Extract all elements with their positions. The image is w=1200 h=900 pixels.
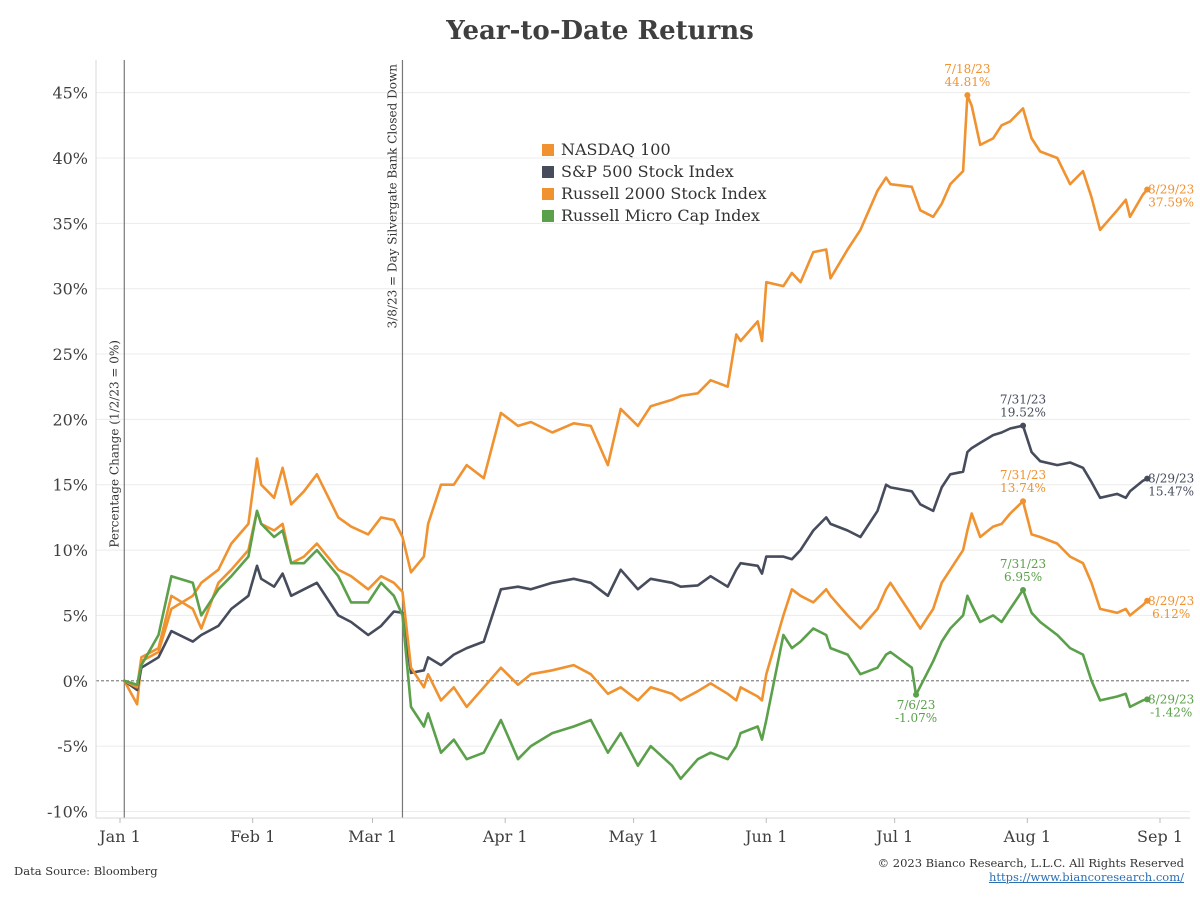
series-line-1: [123, 93, 1149, 706]
annotation-label: -1.42%: [1150, 705, 1192, 719]
y-tick-label: 20%: [52, 410, 88, 429]
annotation-label: 13.74%: [1000, 481, 1046, 495]
y-tick-label: 30%: [52, 280, 88, 299]
y-tick-label: 40%: [52, 149, 88, 168]
annotation-label: 7/6/23: [897, 698, 936, 712]
x-tick-label: Jun 1: [743, 827, 787, 846]
annotation-point: [964, 92, 971, 99]
y-tick-label: 5%: [63, 606, 88, 625]
legend-swatch: [542, 188, 554, 200]
annotation-label: -1.07%: [895, 711, 937, 725]
annotation-point: [1144, 475, 1151, 482]
annotation-label: 8/29/23: [1148, 692, 1194, 706]
annotation-point: [913, 691, 920, 698]
annotation-point: [1144, 597, 1151, 604]
x-tick-label: Feb 1: [230, 827, 275, 846]
legend-swatch: [542, 210, 554, 222]
y-tick-label: 10%: [52, 541, 88, 560]
x-tick-label: Aug 1: [1003, 827, 1051, 846]
annotation-label: 19.52%: [1000, 406, 1046, 420]
reference-line-label: 3/8/23 = Day Silvergate Bank Closed Down: [385, 64, 399, 329]
annotation-label: 8/29/23: [1148, 183, 1194, 197]
copyright-block: © 2023 Bianco Research, L.L.C. All Right…: [878, 856, 1184, 884]
y-tick-label: 15%: [52, 476, 88, 495]
chart-title: Year-to-Date Returns: [446, 16, 754, 46]
legend: NASDAQ 100 S&P 500 Stock Index Russell 200…: [542, 140, 767, 225]
legend-label: Russell Micro Cap Index: [561, 206, 760, 225]
series-layer: [123, 93, 1149, 781]
y-tick-label: -5%: [57, 737, 88, 756]
y-tick-label: 25%: [52, 345, 88, 364]
annotation-label: 6.95%: [1004, 570, 1042, 584]
y-tick-label: -10%: [47, 802, 88, 821]
annotation-point: [1144, 186, 1151, 193]
grid-layer: [96, 92, 1190, 812]
vertical-lines-layer: Percentage Change (1/2/23 = 0%) 3/8/23 = …: [107, 60, 404, 818]
annotation-label: 7/31/23: [1000, 468, 1046, 482]
legend-label: NASDAQ 100: [561, 140, 671, 159]
legend-label: S&P 500 Stock Index: [561, 162, 734, 181]
series-line-3: [123, 499, 1149, 709]
legend-swatch: [542, 166, 554, 178]
x-tick-label: Jan 1: [97, 827, 141, 846]
series-line-2: [123, 424, 1149, 692]
y-tick-label: 0%: [63, 672, 88, 691]
legend-label: Russell 2000 Stock Index: [561, 184, 767, 203]
x-tick-label: Apr 1: [482, 827, 528, 846]
data-source-note: Data Source: Bloomberg: [14, 864, 158, 878]
series-line-4: [123, 509, 1149, 781]
legend-swatch: [542, 144, 554, 156]
x-tick-label: Sep 1: [1137, 827, 1183, 846]
annotation-label: 7/18/23: [944, 62, 990, 76]
website-link[interactable]: https://www.biancoresearch.com/: [988, 870, 1184, 884]
x-tick-label: Jul 1: [874, 827, 913, 846]
x-tick-label: Mar 1: [348, 827, 397, 846]
y-tick-label: 35%: [52, 214, 88, 233]
y-tick-label: 45%: [52, 84, 88, 103]
annotation-label: 44.81%: [945, 75, 991, 89]
annotation-label: 15.47%: [1148, 485, 1194, 499]
annotation-label: 37.59%: [1148, 196, 1194, 210]
annotation-point: [1020, 586, 1027, 593]
annotation-label: 8/29/23: [1148, 472, 1194, 486]
annotation-point: [1144, 696, 1151, 703]
annotation-label: 8/29/23: [1148, 594, 1194, 608]
annotation-label: 7/31/23: [1000, 393, 1046, 407]
annotation-label: 7/31/23: [1000, 557, 1046, 571]
axes-layer: 45% 40% 35% 30% 25% 20% 15% 10% 5% 0% -5% -10% Jan 1…: [47, 60, 1190, 846]
annotation-label: 6.12%: [1152, 607, 1190, 621]
annotation-point: [1020, 498, 1027, 505]
x-tick-label: May 1: [608, 827, 658, 846]
annotations-layer: 7/18/2344.81%8/29/2337.59%7/31/2319.52%8…: [895, 62, 1194, 725]
annotation-point: [1020, 422, 1027, 429]
copyright-text: © 2023 Bianco Research, L.L.C. All Right…: [877, 856, 1184, 870]
reference-line-label: Percentage Change (1/2/23 = 0%): [107, 340, 121, 548]
